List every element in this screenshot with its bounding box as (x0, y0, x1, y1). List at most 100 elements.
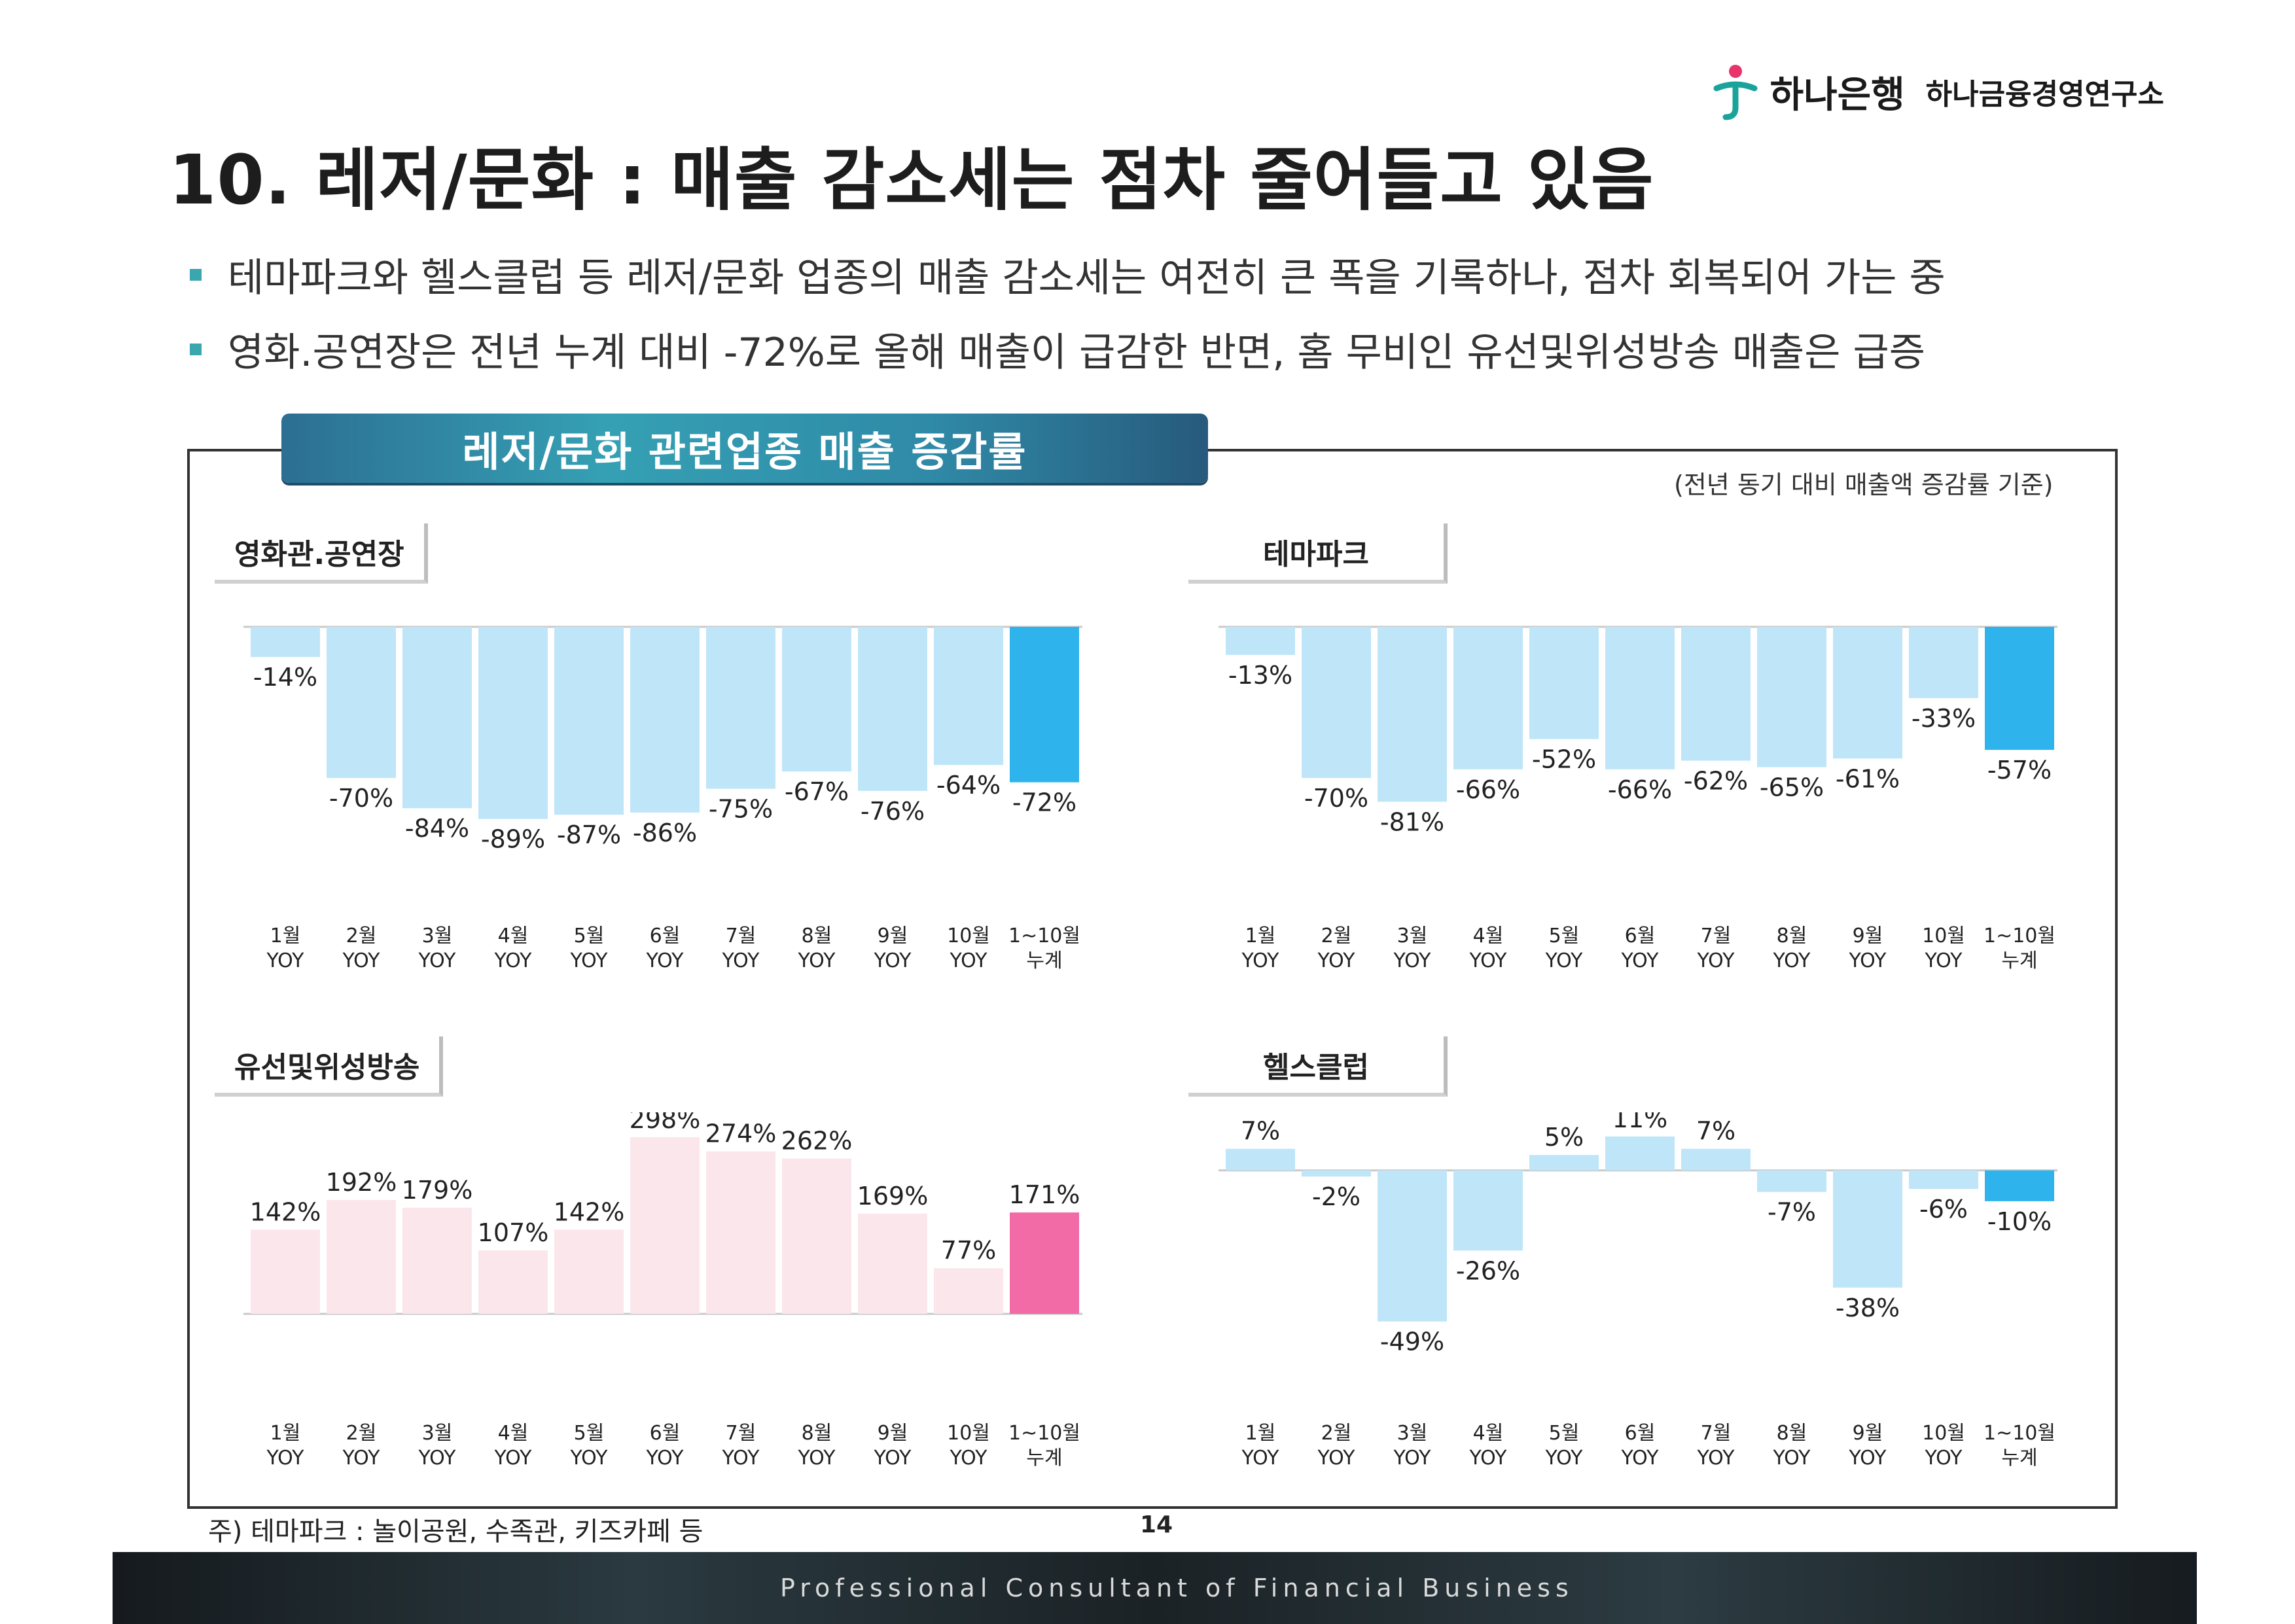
bar-1 (1226, 1148, 1295, 1171)
page-number: 14 (1140, 1511, 1173, 1538)
bar-7 (706, 1151, 775, 1314)
data-label: -70% (329, 784, 393, 813)
tick-label: 2월 (346, 1422, 377, 1445)
bar-2 (1302, 1170, 1371, 1177)
data-label: 142% (250, 1197, 321, 1226)
tick-label: YOY (646, 949, 685, 972)
bar-6 (630, 627, 700, 813)
data-label: -76% (861, 797, 925, 826)
tick-label: YOY (1469, 949, 1508, 972)
data-label: -52% (1532, 745, 1596, 774)
tick-label: 6월 (650, 1422, 681, 1445)
tick-label: YOY (1773, 1447, 1811, 1470)
data-label: 262% (781, 1127, 853, 1156)
data-label: -75% (709, 795, 773, 824)
tick-label: 1월 (270, 925, 301, 947)
basis-note: (전년 동기 대비 매출액 증감률 기준) (1674, 470, 2054, 499)
data-label: 171% (1009, 1180, 1080, 1209)
data-label: 7% (1241, 1117, 1280, 1146)
bar-6 (630, 1137, 700, 1314)
tick-label: YOY (1621, 949, 1660, 972)
bar-6 (1605, 1136, 1675, 1171)
tick-label: YOY (1925, 949, 1963, 972)
tick-label: YOY (266, 949, 305, 972)
tick-label: 누계 (1026, 949, 1062, 972)
tick-label: 4월 (1473, 1422, 1504, 1445)
tick-label: 1월 (1245, 925, 1276, 947)
tick-label: 5월 (1549, 1422, 1580, 1445)
tick-label: 8월 (1777, 925, 1807, 947)
bar-10 (934, 627, 1003, 766)
tick-label: 6월 (1625, 925, 1656, 947)
tick-label: 5월 (574, 1422, 605, 1445)
tick-label: 8월 (1777, 1422, 1807, 1445)
tick-label: YOY (494, 1447, 533, 1470)
bar-9 (858, 627, 927, 791)
bar-3 (402, 1207, 472, 1314)
bullet-item: 영화.공연장은 전년 누계 대비 -72%로 올해 매출이 급감한 반면, 홈 … (190, 321, 1925, 378)
tick-label: YOY (798, 949, 836, 972)
tick-label: YOY (874, 949, 912, 972)
bullet-square-icon (190, 343, 202, 355)
bar-10 (1909, 627, 1978, 698)
tick-label: 8월 (802, 925, 832, 947)
tick-label: 3월 (1397, 1422, 1428, 1445)
bar-4 (1453, 1170, 1523, 1251)
data-label: 5% (1544, 1123, 1584, 1152)
data-label: 192% (326, 1168, 397, 1197)
bar-7 (706, 627, 775, 789)
bar-7 (1681, 1148, 1751, 1171)
tick-label: 10월 (1922, 925, 1965, 947)
institute-name: 하나금융경영연구소 (1925, 78, 2164, 111)
tick-label: YOY (570, 1447, 609, 1470)
tick-label: 7월 (1701, 925, 1732, 947)
footer-tagline: Professional Consultant of Financial Bus… (780, 1574, 1574, 1602)
data-label: -84% (405, 814, 469, 843)
tick-label: 4월 (498, 1422, 529, 1445)
tick-label: 누계 (1026, 1447, 1062, 1470)
data-label: 77% (941, 1236, 996, 1265)
tick-label: YOY (1317, 949, 1356, 972)
tick-label: 9월 (1853, 1422, 1883, 1445)
data-label: -70% (1304, 784, 1368, 813)
tick-label: YOY (418, 1447, 457, 1470)
footer-bar: Professional Consultant of Financial Bus… (113, 1552, 2197, 1624)
tick-label: YOY (1545, 949, 1584, 972)
tick-label: 2월 (1321, 1422, 1352, 1445)
tick-label: YOY (342, 949, 381, 972)
bar-9 (1833, 627, 1902, 759)
brand-logo: 하나은행 하나금융경영연구소 (1713, 62, 2164, 121)
tick-label: YOY (1697, 1447, 1735, 1470)
tick-label: YOY (266, 1447, 305, 1470)
bar-8 (782, 1158, 851, 1314)
tick-label: 3월 (422, 1422, 453, 1445)
bar-6 (1605, 627, 1675, 769)
tick-label: 9월 (878, 1422, 908, 1445)
bar-8 (1757, 1170, 1826, 1192)
tick-label: YOY (342, 1447, 381, 1470)
bank-name: 하나은행 (1770, 73, 1905, 116)
bar-3 (1378, 627, 1447, 802)
tick-label: 9월 (878, 925, 908, 947)
data-label: 169% (857, 1182, 929, 1210)
chart-title-health-club: 헬스클럽 (1188, 1036, 1448, 1097)
tick-label: YOY (1621, 1447, 1660, 1470)
tick-label: 6월 (1625, 1422, 1656, 1445)
bar-9 (1833, 1170, 1902, 1288)
bar-10 (1909, 1170, 1978, 1189)
tick-label: YOY (722, 949, 760, 972)
bar-2 (327, 1200, 396, 1314)
bar-1 (1226, 627, 1295, 655)
data-label: -62% (1684, 767, 1748, 796)
tick-label: YOY (570, 949, 609, 972)
data-label: 7% (1696, 1117, 1735, 1146)
data-label: -87% (557, 821, 621, 849)
bar-11 (1985, 627, 2054, 750)
tick-label: 5월 (1549, 925, 1580, 947)
bar-3 (1378, 1170, 1447, 1322)
bar-9 (858, 1213, 927, 1314)
footnote: 주) 테마파크 : 놀이공원, 수족관, 키즈카페 등 (208, 1517, 703, 1547)
tick-label: 10월 (947, 1422, 990, 1445)
themepark-bar-chart: -13%1월YOY-70%2월YOY-81%3월YOY-66%4월YOY-52%… (1219, 626, 2057, 972)
tick-label: 9월 (1853, 925, 1883, 947)
